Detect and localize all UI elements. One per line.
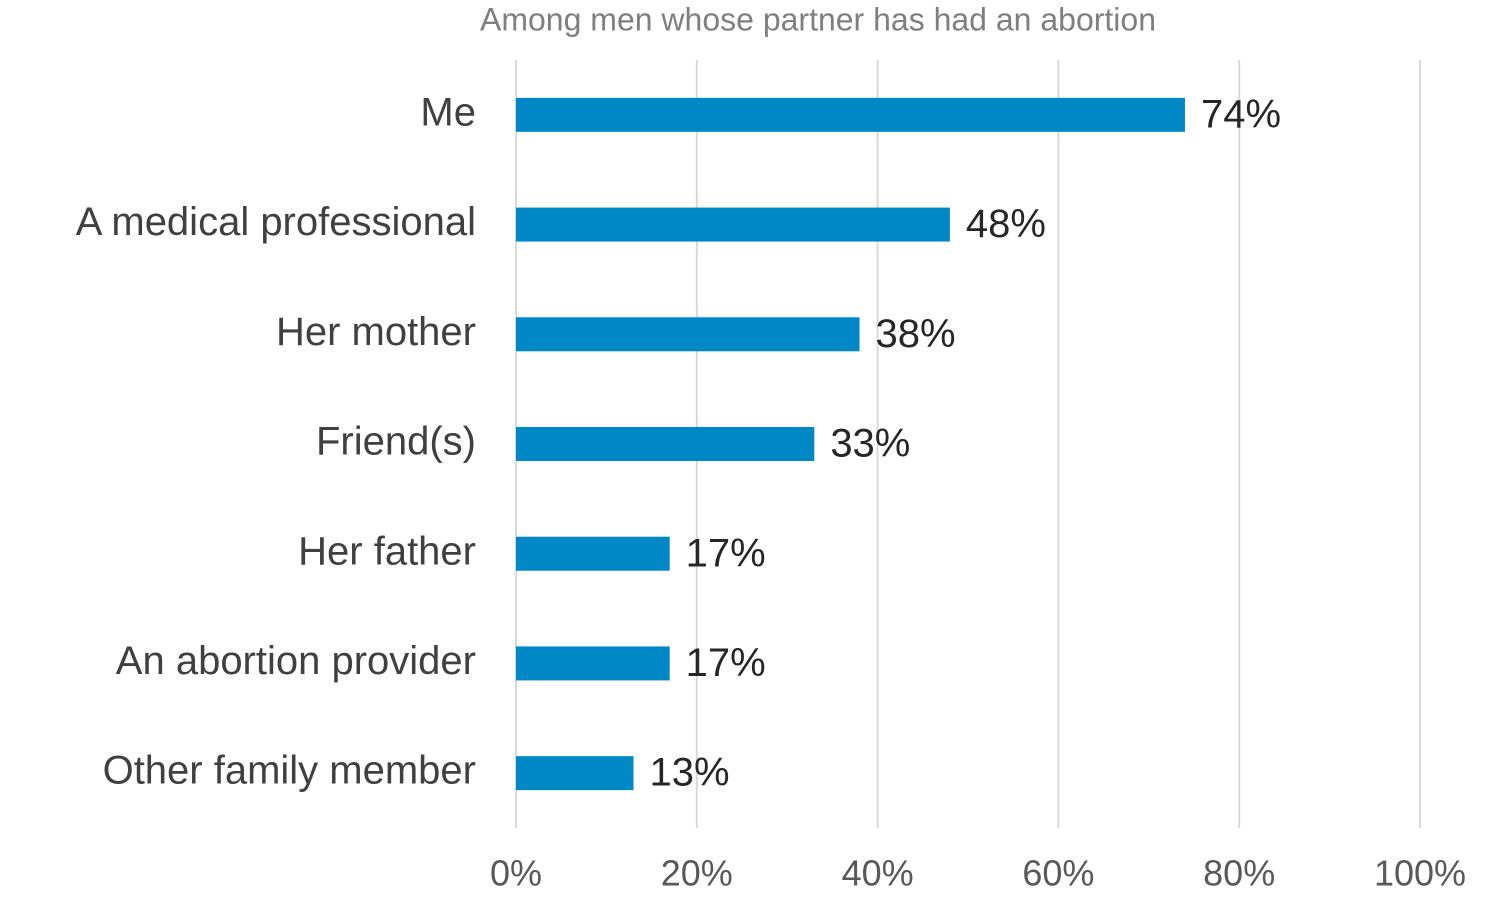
x-tick-label: 80% (1203, 853, 1275, 894)
data-label: 74% (1201, 92, 1281, 136)
y-tick-label: Her mother (276, 310, 476, 354)
data-label: 17% (686, 531, 766, 575)
chart-title: Among men whose partner has had an abort… (480, 1, 1156, 37)
bar (516, 646, 670, 681)
x-tick-label: 20% (661, 853, 733, 894)
bar (516, 756, 634, 791)
bar (516, 317, 860, 352)
x-tick-label: 60% (1022, 853, 1094, 894)
bar (516, 97, 1185, 132)
y-tick-label: Her father (298, 529, 476, 573)
data-label: 13% (650, 751, 730, 795)
bar (516, 427, 815, 461)
x-tick-label: 0% (490, 853, 542, 894)
y-tick-label: An abortion provider (116, 639, 476, 683)
y-tick-label: Other family member (103, 749, 476, 793)
data-label: 48% (966, 202, 1046, 246)
bar (516, 536, 670, 571)
x-tick-label: 40% (842, 853, 914, 894)
data-label: 33% (830, 422, 910, 466)
x-tick-label: 100% (1374, 853, 1466, 894)
data-label: 38% (876, 312, 956, 356)
y-tick-label: Me (420, 90, 476, 134)
data-label: 17% (686, 641, 766, 685)
y-tick-label: Friend(s) (316, 420, 476, 464)
y-tick-label: A medical professional (76, 200, 476, 244)
bar (516, 207, 950, 242)
